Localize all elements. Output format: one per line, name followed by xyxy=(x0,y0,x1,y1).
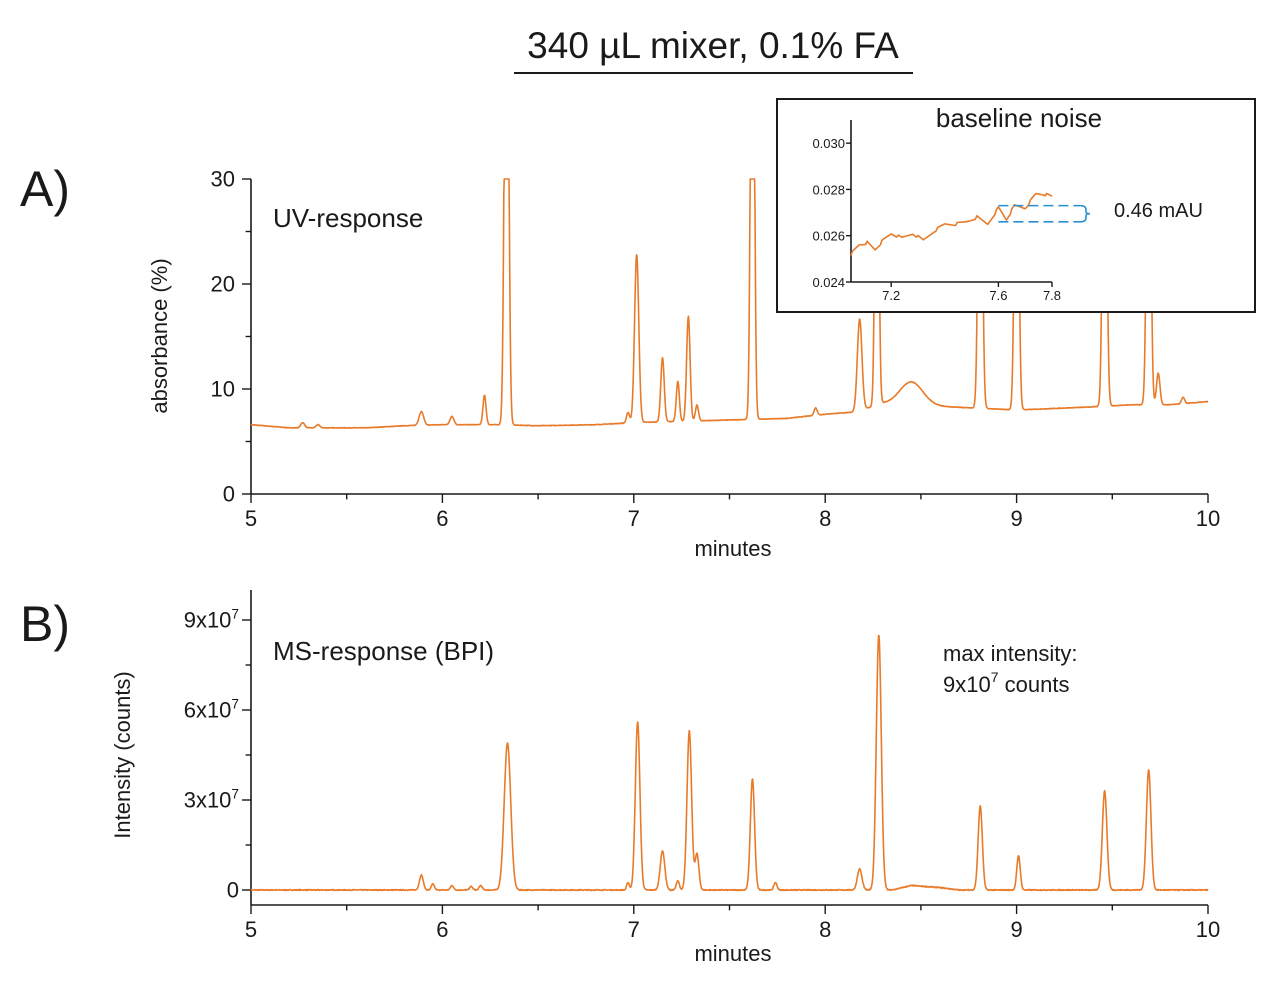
note-exp: 7 xyxy=(991,669,999,685)
y-tick-label: 0 xyxy=(227,878,239,903)
noise-trace xyxy=(850,192,1053,256)
x-tick-label: 6 xyxy=(436,506,448,531)
chromatogram-line xyxy=(250,634,1209,892)
y-tick-label: 0 xyxy=(223,482,235,507)
note-base: 9x10 xyxy=(943,672,991,697)
panel-b-note-line2: 9x107 counts xyxy=(943,669,1069,697)
inset: baseline noise 0.024 0.026 0.028 0.030 7.2 7.… xyxy=(776,98,1256,313)
panel-b-label: MS-response (BPI) xyxy=(273,636,494,666)
y-tick-label: 9x107 xyxy=(184,607,239,633)
y-tick-label: 20 xyxy=(211,272,235,297)
panel-b-xlabel: minutes xyxy=(694,941,771,966)
x-tick-label: 5 xyxy=(245,506,257,531)
y-tick-label: 30 xyxy=(211,167,235,192)
panel-a-label: UV-response xyxy=(273,203,423,233)
y-tick-base: 9x10 xyxy=(184,608,232,633)
uv-axes: 5 6 7 8 9 10 0 10 20 30 xyxy=(211,167,1221,531)
y-tick-base: 6x10 xyxy=(184,698,232,723)
noise-line xyxy=(850,192,1053,256)
y-tick-label: 6x107 xyxy=(184,697,239,723)
inset-title: baseline noise xyxy=(936,103,1102,133)
inset-y-tick-label: 0.030 xyxy=(812,136,845,151)
x-tick-label: 8 xyxy=(819,506,831,531)
noise-annotation: 0.46 mAU xyxy=(1114,200,1203,222)
panel-b-letter: B) xyxy=(20,596,70,652)
y-tick-exp: 7 xyxy=(231,697,239,712)
inset-y-tick-label: 0.028 xyxy=(812,182,845,197)
x-tick-label: 9 xyxy=(1010,917,1022,942)
inset-x-tick-label: 7.6 xyxy=(989,288,1007,303)
panel-a-ylabel: absorbance (%) xyxy=(147,258,172,413)
x-tick-label: 9 xyxy=(1010,506,1022,531)
y-tick-exp: 7 xyxy=(231,607,239,622)
panel-a-xlabel: minutes xyxy=(694,536,771,561)
figure-title: 340 µL mixer, 0.1% FA xyxy=(527,25,899,66)
ms-trace xyxy=(250,634,1209,892)
y-tick-base: 3x10 xyxy=(184,788,232,813)
panel-b: B) MS-response (BPI) max intensity: 9x10… xyxy=(20,590,1220,966)
uv-trace xyxy=(250,178,1209,429)
y-tick-label: 10 xyxy=(211,377,235,402)
x-tick-label: 8 xyxy=(819,917,831,942)
inset-y-tick-label: 0.026 xyxy=(812,229,845,244)
inset-x-tick-label: 7.8 xyxy=(1043,288,1061,303)
inset-x-tick-label: 7.2 xyxy=(882,288,900,303)
x-tick-label: 5 xyxy=(245,917,257,942)
x-tick-label: 10 xyxy=(1196,506,1220,531)
panel-a-letter: A) xyxy=(20,161,70,217)
inset-y-tick-label: 0.024 xyxy=(812,275,845,290)
y-tick-label: 3x107 xyxy=(184,787,239,813)
panel-b-ylabel: Intensity (counts) xyxy=(110,671,135,839)
x-tick-label: 6 xyxy=(436,917,448,942)
x-tick-label: 7 xyxy=(628,506,640,531)
panel-b-note-line1: max intensity: xyxy=(943,641,1078,666)
noise-band-marker xyxy=(998,204,1091,223)
noise-brace xyxy=(1079,204,1091,223)
panel-a: A) UV-response absorbance (%) minutes 5 6… xyxy=(20,161,1220,561)
y-tick-exp: 7 xyxy=(231,787,239,802)
x-tick-label: 7 xyxy=(628,917,640,942)
note-unit: counts xyxy=(999,672,1070,697)
chromatogram-line xyxy=(250,178,1209,429)
x-tick-label: 10 xyxy=(1196,917,1220,942)
